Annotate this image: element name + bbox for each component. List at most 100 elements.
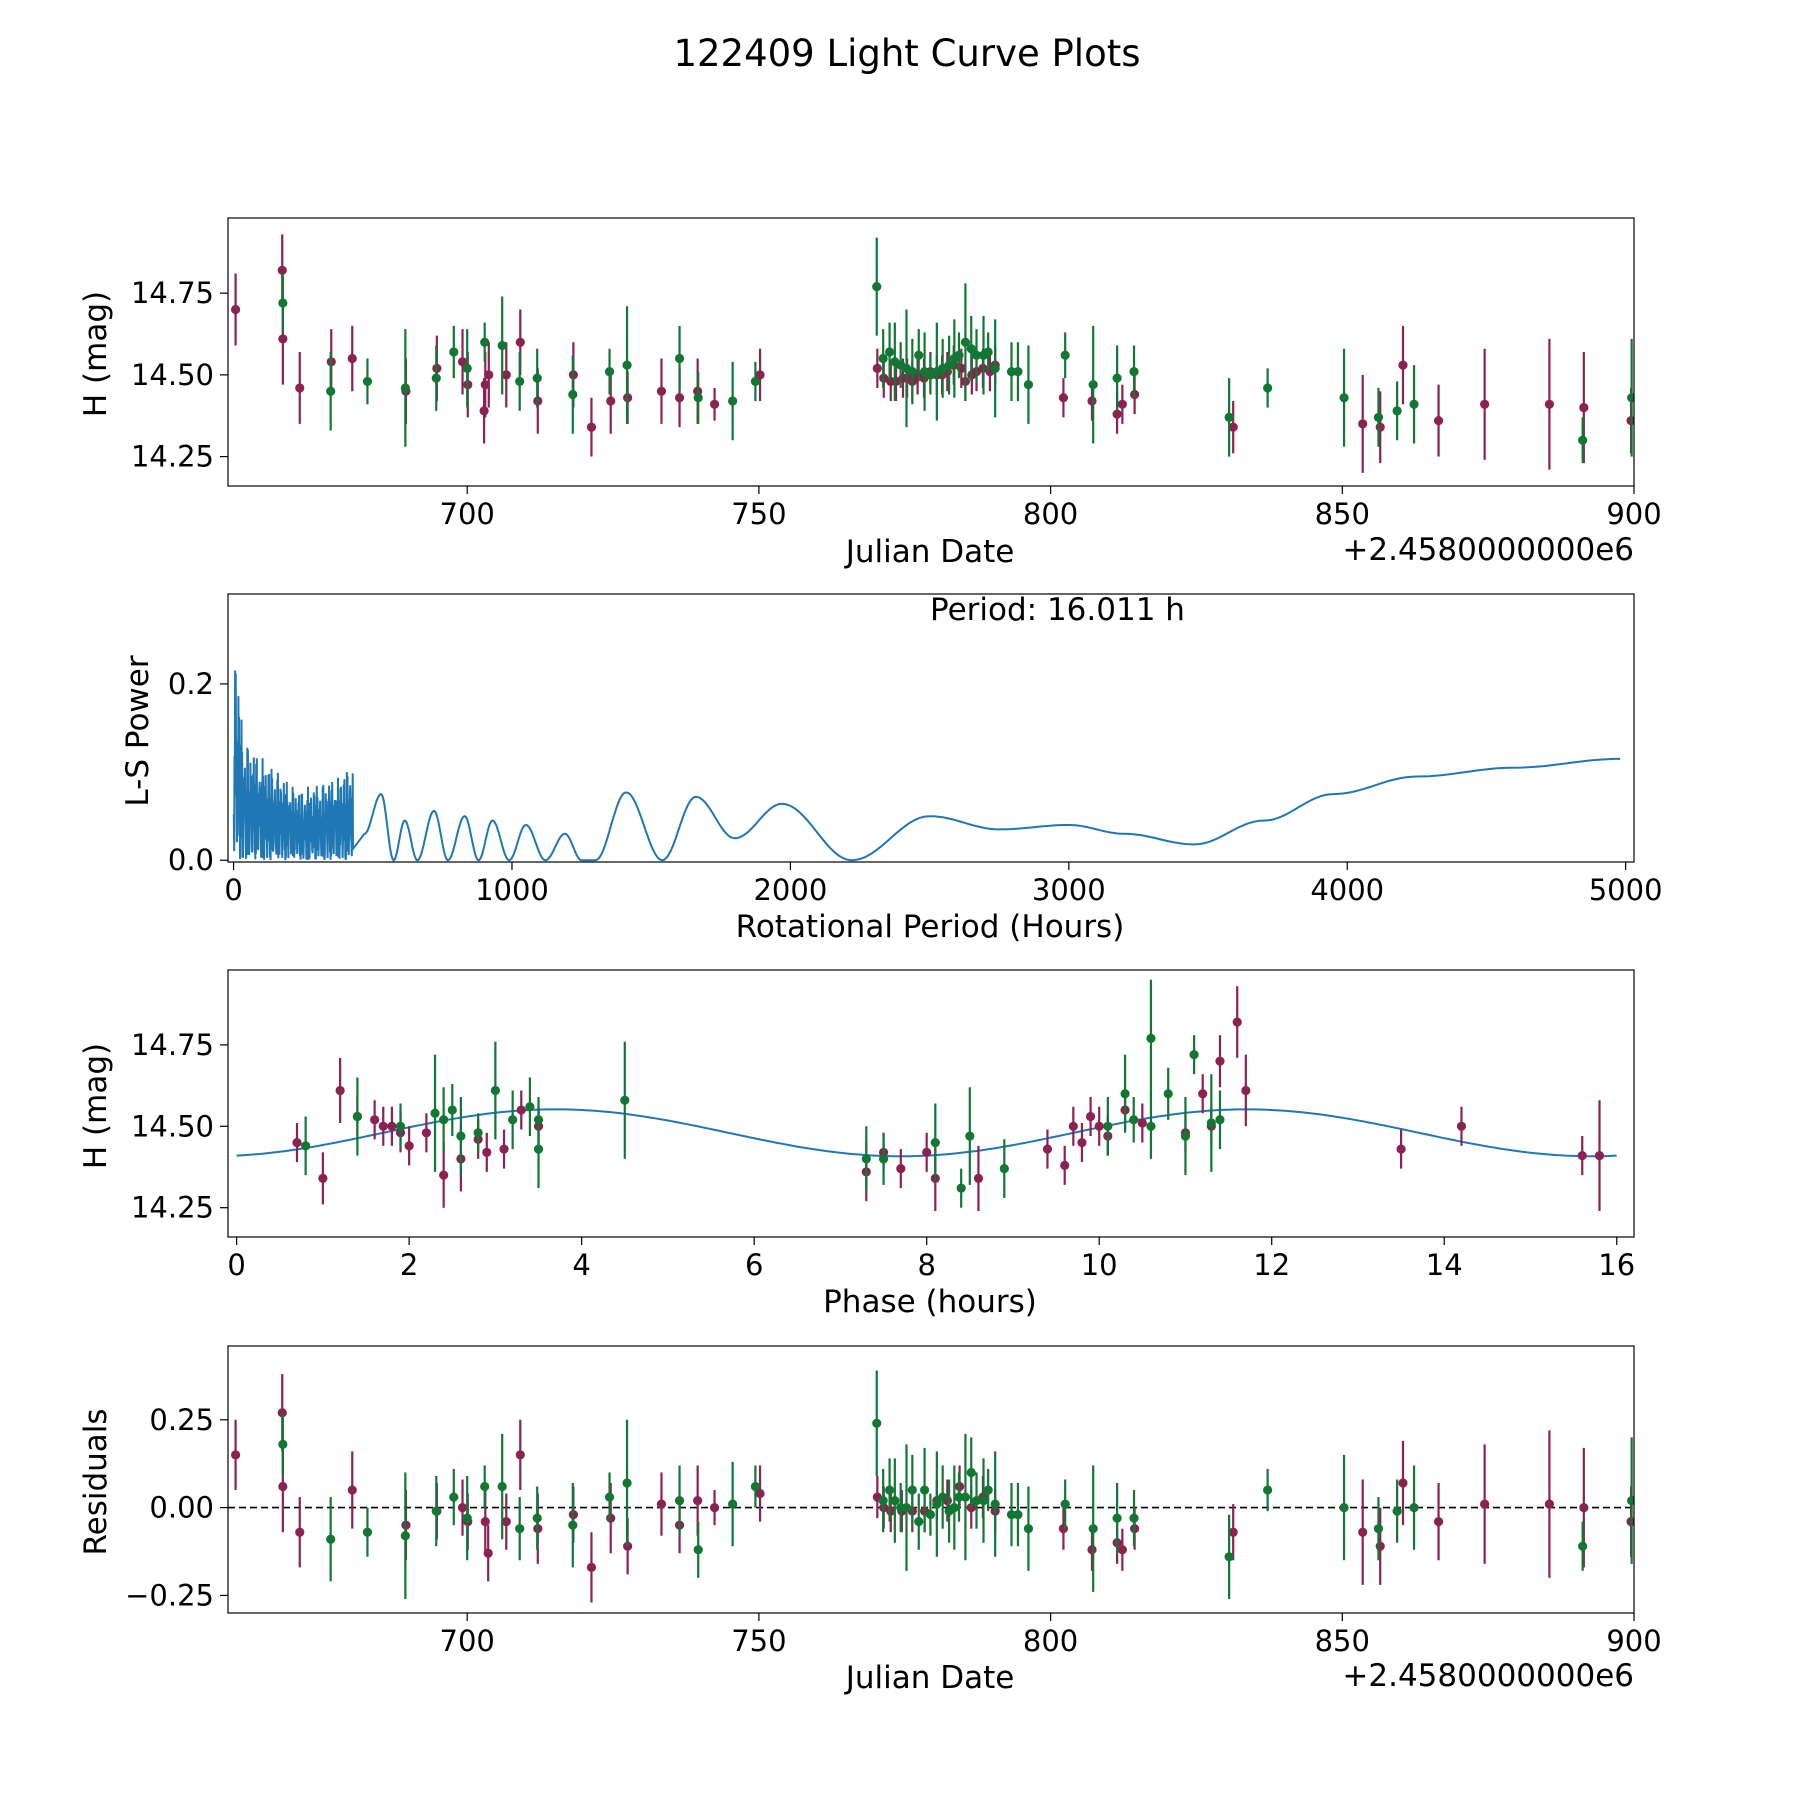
residuals-green-point xyxy=(1224,1552,1234,1562)
light-curve-green-point xyxy=(1627,393,1634,403)
phased-curve-red-point xyxy=(1042,1144,1053,1154)
light-curve-red-point xyxy=(755,370,765,380)
phased-curve-x-tick-label: 0 xyxy=(227,1248,245,1282)
light-curve-green-point xyxy=(1224,412,1234,422)
residuals-red-point xyxy=(1117,1545,1127,1555)
phased-curve-frame xyxy=(227,969,1635,1238)
residuals-y-tick-label: −0.25 xyxy=(125,1578,214,1612)
residuals-red-point xyxy=(1087,1545,1097,1555)
residuals-panel: Residuals Julian Date +2.4580000000e6 70… xyxy=(78,1345,1662,1696)
light-curve-red-point xyxy=(515,337,525,347)
light-curve-green-point xyxy=(449,347,459,357)
light-curve-red-point xyxy=(480,380,490,390)
light-curve-green-point xyxy=(878,353,888,364)
residuals-red-point xyxy=(755,1488,765,1499)
phased-curve-y-label: H (mag) xyxy=(78,1043,114,1169)
light-curve-green-point xyxy=(1339,393,1349,403)
periodogram-plot-area xyxy=(232,670,1621,862)
light-curve-green-point xyxy=(884,347,895,357)
phased-curve-red-point xyxy=(370,1115,380,1125)
phased-curve-green-point xyxy=(878,1154,889,1164)
periodogram-x-tick-label: 5000 xyxy=(1589,873,1663,907)
residuals-red-point xyxy=(457,1503,468,1513)
light-curve-x-label: Julian Date xyxy=(844,534,1015,570)
residuals-green-point xyxy=(693,1545,703,1555)
light-curve-red-point xyxy=(1375,422,1385,432)
phased-curve-green-point xyxy=(533,1115,544,1125)
residuals-red-point xyxy=(1544,1499,1555,1509)
light-curve-green-point xyxy=(1013,367,1023,377)
residuals-green-point xyxy=(674,1495,685,1506)
light-curve-green-point xyxy=(1112,373,1122,383)
residuals-green-point xyxy=(449,1492,459,1502)
phased-curve-green-point xyxy=(1180,1131,1191,1141)
light-curve-red-point xyxy=(295,383,305,393)
light-curve-y-tick-label: 14.75 xyxy=(131,276,214,310)
phased-curve-red-point xyxy=(439,1170,449,1180)
light-curve-frame xyxy=(227,217,1635,487)
phased-curve-red-point xyxy=(1077,1137,1087,1148)
phased-curve-green-point xyxy=(533,1144,544,1154)
residuals-x-tick-label: 800 xyxy=(1023,1624,1078,1658)
residuals-red-point xyxy=(656,1499,667,1509)
residuals-green-point xyxy=(983,1485,993,1495)
residuals-green-point xyxy=(971,1495,982,1506)
period-annotation: Period: 16.011 h xyxy=(930,592,1185,628)
light-curve-green-point xyxy=(278,298,288,308)
phased-curve-green-point xyxy=(430,1108,440,1118)
phased-curve-x-tick-label: 14 xyxy=(1426,1248,1463,1282)
light-curve-red-point xyxy=(709,399,720,409)
light-curve-red-point xyxy=(1433,416,1444,426)
residuals-green-point xyxy=(938,1492,948,1502)
residuals-green-point xyxy=(1129,1513,1139,1523)
residuals-y-tick-label: 0.25 xyxy=(149,1403,214,1437)
periodogram-x-tick-label: 2000 xyxy=(753,873,827,907)
light-curve-red-point xyxy=(1112,409,1122,419)
light-curve-green-point xyxy=(568,389,578,400)
phased-curve-green-point xyxy=(956,1183,966,1193)
light-curve-green-point xyxy=(1088,380,1098,390)
light-curve-red-point xyxy=(484,370,494,380)
residuals-green-point xyxy=(750,1481,760,1492)
phased-curve-panel: H (mag) Phase (hours) 0 2 4 6 8 10 12 14 16 14.25… xyxy=(78,969,1635,1320)
phased-curve-red-point xyxy=(318,1173,328,1183)
light-curve-y-label: H (mag) xyxy=(78,291,114,417)
light-curve-green-point xyxy=(750,376,760,387)
light-curve-green-point xyxy=(1129,367,1139,377)
light-curve-green-point xyxy=(1006,367,1017,377)
phased-curve-red-point xyxy=(973,1173,984,1183)
light-curve-red-point xyxy=(891,376,901,387)
residuals-y-tick-label: 0.00 xyxy=(149,1491,214,1525)
residuals-green-point xyxy=(878,1495,888,1506)
light-curve-red-point xyxy=(872,363,882,373)
light-curve-green-point xyxy=(532,373,542,383)
phased-curve-plot-area xyxy=(236,979,1617,1211)
residuals-red-point xyxy=(693,1495,703,1506)
light-curve-green-point xyxy=(954,350,964,360)
residuals-y-label: Residuals xyxy=(78,1408,114,1555)
residuals-x-offset: +2.4580000000e6 xyxy=(1342,1658,1634,1694)
residuals-green-point xyxy=(1088,1524,1098,1534)
light-curve-red-point xyxy=(1087,396,1097,406)
periodogram-x-tick-label: 1000 xyxy=(475,873,549,907)
residuals-red-point xyxy=(709,1503,720,1513)
residuals-green-point xyxy=(901,1503,912,1513)
phased-curve-red-point xyxy=(1198,1089,1208,1099)
residuals-red-point xyxy=(278,1481,288,1492)
residuals-green-point xyxy=(1409,1503,1419,1513)
residuals-green-point xyxy=(532,1513,542,1523)
light-curve-green-point xyxy=(872,282,882,292)
residuals-green-point xyxy=(1263,1485,1273,1495)
light-curve-red-point xyxy=(656,386,667,396)
light-curve-y-tick-label: 14.50 xyxy=(131,358,214,392)
residuals-green-point xyxy=(914,1517,924,1527)
residuals-green-point xyxy=(932,1499,942,1509)
periodogram-y-label: L-S Power xyxy=(120,655,156,806)
light-curve-red-point xyxy=(1579,402,1589,413)
residuals-green-point xyxy=(990,1499,1000,1509)
phased-curve-red-point xyxy=(387,1121,397,1131)
phased-curve-green-point xyxy=(456,1131,466,1141)
light-curve-green-point xyxy=(604,367,615,377)
phased-curve-red-point xyxy=(1060,1160,1070,1170)
phased-curve-green-point xyxy=(1163,1089,1173,1099)
